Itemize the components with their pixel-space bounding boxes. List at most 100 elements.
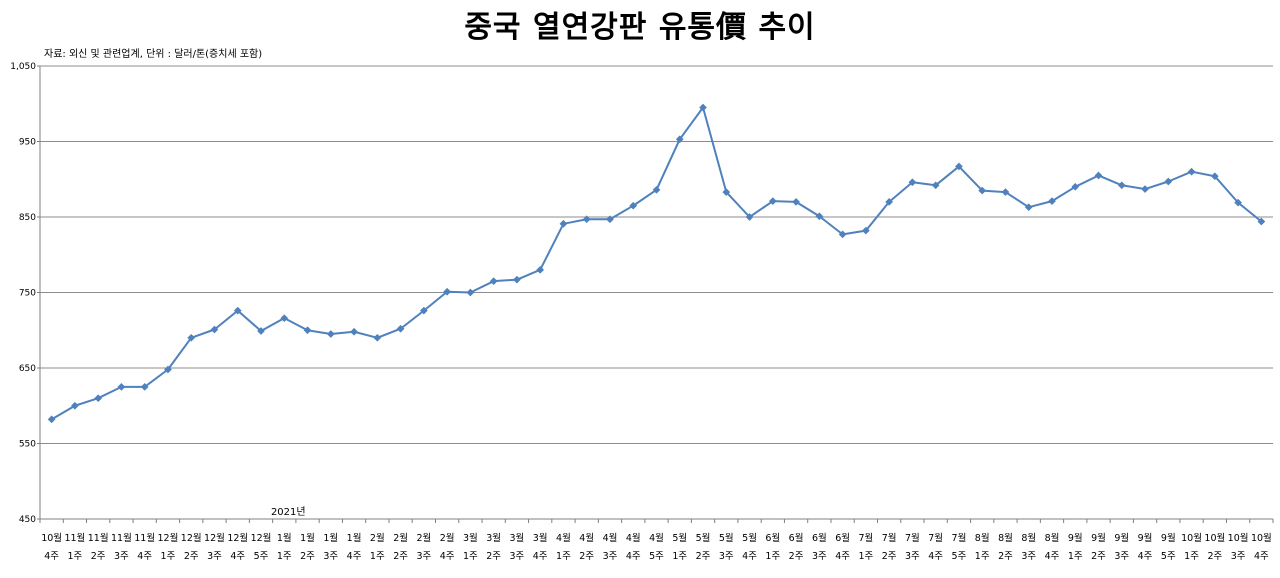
source-note: 자료: 외신 및 관련업계, 단위 : 달러/톤(증치세 포함)	[44, 49, 263, 60]
data-point	[792, 197, 801, 206]
x-tick-label-month: 8월	[1045, 532, 1060, 544]
y-tick-label: 450	[19, 515, 36, 525]
data-point	[47, 415, 56, 424]
x-tick-label-week: 2주	[486, 551, 501, 562]
x-tick-label-month: 4월	[556, 532, 571, 544]
data-point	[303, 326, 312, 335]
x-tick-label-month: 9월	[1091, 532, 1106, 544]
x-tick-label-week: 3주	[416, 551, 431, 562]
data-point	[1024, 203, 1033, 212]
x-tick-label-week: 3주	[323, 551, 338, 562]
x-tick-label-month: 2월	[370, 532, 385, 544]
series-line	[51, 106, 1263, 421]
data-point	[675, 135, 684, 144]
x-tick-label-month: 6월	[765, 532, 780, 544]
x-tick-label-month: 4월	[626, 532, 641, 544]
x-tick-label-week: 2주	[882, 551, 897, 562]
x-tick-label-week: 3주	[905, 551, 920, 562]
data-point	[1257, 217, 1266, 226]
x-tick-label-month: 1월	[347, 532, 362, 544]
x-tick-label-week: 3주	[207, 551, 222, 562]
data-point	[978, 186, 987, 195]
x-tick-label-month: 6월	[789, 532, 804, 544]
x-tick-label-week: 4주	[835, 551, 850, 562]
x-tick-label-month: 11월	[111, 532, 132, 544]
data-point	[745, 213, 754, 221]
data-point	[768, 197, 777, 206]
data-point	[838, 230, 847, 239]
data-point	[1210, 172, 1219, 181]
x-tick-label-month: 7월	[928, 532, 943, 544]
data-point	[861, 226, 870, 235]
gridlines	[40, 65, 1273, 444]
data-point	[908, 178, 917, 187]
data-point	[699, 103, 707, 112]
x-tick-label-month: 8월	[975, 532, 990, 544]
data-point	[280, 314, 289, 323]
x-tick-label-month: 9월	[1138, 532, 1153, 544]
x-tick-label-month: 11월	[64, 532, 85, 544]
x-tick-label-week: 1주	[672, 551, 687, 562]
x-tick-label-month: 10월	[1251, 532, 1272, 544]
x-tick-label-month: 5월	[719, 532, 734, 544]
data-point	[187, 333, 196, 342]
y-tick-label: 850	[19, 213, 36, 223]
y-tick-label: 550	[19, 440, 36, 450]
x-tick-label-month: 12월	[227, 532, 248, 544]
data-point	[350, 327, 359, 336]
x-tick-label-month: 6월	[835, 532, 850, 544]
x-tick-label-week: 1주	[1068, 551, 1083, 562]
data-point	[257, 327, 265, 335]
x-tick-label-week: 4주	[230, 551, 245, 562]
x-tick-label-month: 3월	[533, 532, 548, 544]
x-tick-label-week: 1주	[556, 551, 571, 562]
x-tick-label-month: 3월	[463, 532, 478, 544]
x-tick-label-week: 3주	[719, 551, 734, 562]
x-tick-label-week: 1주	[463, 551, 478, 562]
x-tick-label-month: 10월	[41, 532, 62, 544]
data-point	[582, 215, 591, 224]
data-point	[419, 306, 428, 315]
x-tick-label-week: 3주	[114, 551, 129, 562]
x-tick-label-month: 10월	[1181, 532, 1202, 544]
x-tick-label-week: 2주	[393, 551, 408, 562]
data-points	[47, 103, 1266, 424]
x-tick-label-month: 12월	[204, 532, 225, 544]
data-point	[489, 277, 498, 286]
y-tick-label: 950	[19, 138, 36, 148]
x-tick-labels: 10월 4주 11월 1주 11월 2주 11월 3주 11월 4주 12월 1주 12월 2주 12월 3주…	[41, 532, 1272, 562]
data-point	[1094, 171, 1103, 180]
data-point	[931, 181, 940, 190]
data-point	[1001, 188, 1010, 197]
x-tick-label-week: 4주	[137, 551, 152, 562]
year-annotation: 2021년	[271, 506, 306, 518]
x-tick-label-month: 10월	[1228, 532, 1249, 544]
data-point	[629, 201, 638, 210]
x-tick-label-month: 12월	[181, 532, 202, 544]
x-tick-label-week: 4주	[626, 551, 641, 562]
x-tick-label-week: 1주	[765, 551, 780, 562]
data-point	[94, 394, 103, 403]
data-point	[954, 162, 963, 171]
chart-title: 중국 열연강판 유통價 추이	[464, 10, 816, 45]
x-tick-label-week: 4주	[1138, 551, 1153, 562]
x-tick-label-month: 2월	[393, 532, 408, 544]
x-tick-label-month: 9월	[1114, 532, 1129, 544]
x-tick-label-week: 5주	[649, 551, 664, 562]
x-tick-label-month: 4월	[603, 532, 618, 544]
data-point	[233, 306, 242, 315]
x-tick-label-month: 1월	[300, 532, 315, 544]
x-tick-label-week: 2주	[1207, 551, 1222, 562]
x-tick-label-month: 5월	[696, 532, 711, 544]
x-tick-label-month: 4월	[649, 532, 664, 544]
x-tick-label-week: 1주	[858, 551, 873, 562]
x-tick-label-week: 4주	[742, 551, 757, 562]
x-tick-label-week: 3주	[1114, 551, 1129, 562]
data-point	[140, 382, 149, 391]
x-tick-label-month: 7월	[882, 532, 897, 544]
x-tick-label-week: 5주	[254, 551, 269, 562]
x-tick-label-week: 2주	[300, 551, 315, 562]
x-tick-label-week: 4주	[1254, 551, 1269, 562]
data-point	[536, 265, 545, 274]
data-point	[1141, 185, 1150, 194]
